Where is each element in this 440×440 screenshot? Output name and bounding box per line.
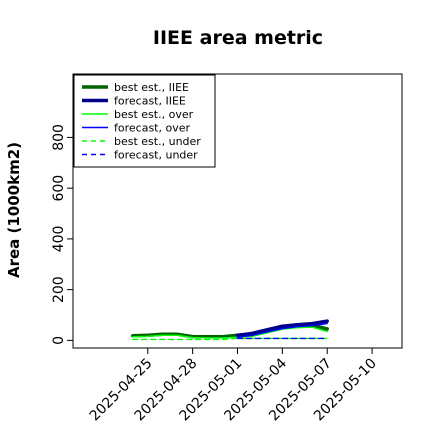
- legend-entry-1: forecast, IIEE: [114, 95, 186, 108]
- y-tick-label: 400: [51, 226, 67, 253]
- legend-entry-4: best est., under: [114, 135, 201, 148]
- y-tick-label: 0: [51, 336, 67, 345]
- y-tick-label: 800: [51, 124, 67, 151]
- legend-box: [73, 74, 216, 168]
- legend-entry-3: forecast, over: [114, 122, 190, 135]
- series-line-4: [132, 337, 328, 341]
- legend-entry-2: best est., over: [114, 108, 194, 121]
- series-group: [131, 319, 329, 341]
- y-axis-label: Area (1000km2): [5, 142, 23, 278]
- legend-entry-0: best est., IIEE: [114, 81, 189, 94]
- chart-title: IIEE area metric: [153, 27, 323, 49]
- series-line-1: [235, 319, 329, 338]
- axes: 02004006008002025-04-252025-04-282025-05…: [51, 124, 380, 424]
- y-tick-label: 200: [51, 276, 67, 303]
- series-line-3: [236, 322, 328, 338]
- legend-entry-5: forecast, under: [114, 149, 198, 162]
- y-tick-label: 600: [51, 175, 67, 202]
- series-line-2: [132, 326, 328, 339]
